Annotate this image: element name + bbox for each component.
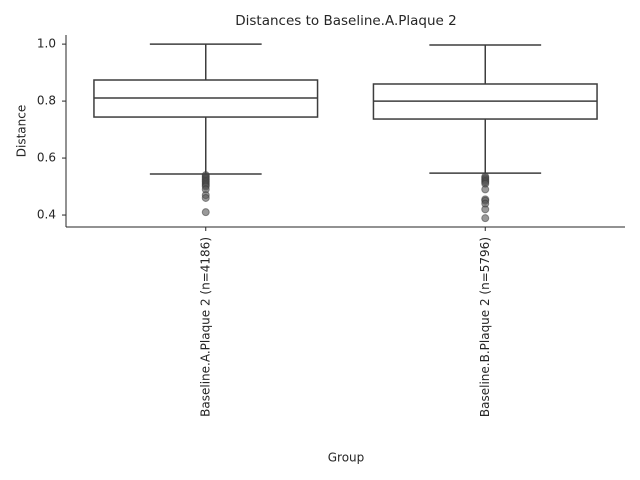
y-axis-label: Distance xyxy=(15,105,29,157)
outlier xyxy=(481,205,490,214)
chart-title: Distances to Baseline.A.Plaque 2 xyxy=(235,13,457,29)
outlier xyxy=(201,208,210,217)
outlier xyxy=(481,185,490,194)
outlier xyxy=(201,193,210,202)
y-tick-label: 1.0 xyxy=(37,37,56,51)
y-tick-label: 0.8 xyxy=(37,94,56,108)
x-tick-label: Baseline.B.Plaque 2 (n=5796) xyxy=(478,237,492,417)
y-tick-label: 0.4 xyxy=(37,208,56,222)
x-axis-label: Group xyxy=(328,451,365,465)
x-tick-label: Baseline.A.Plaque 2 (n=4186) xyxy=(198,237,212,417)
outlier xyxy=(481,214,490,223)
y-tick-label: 0.6 xyxy=(37,151,56,165)
